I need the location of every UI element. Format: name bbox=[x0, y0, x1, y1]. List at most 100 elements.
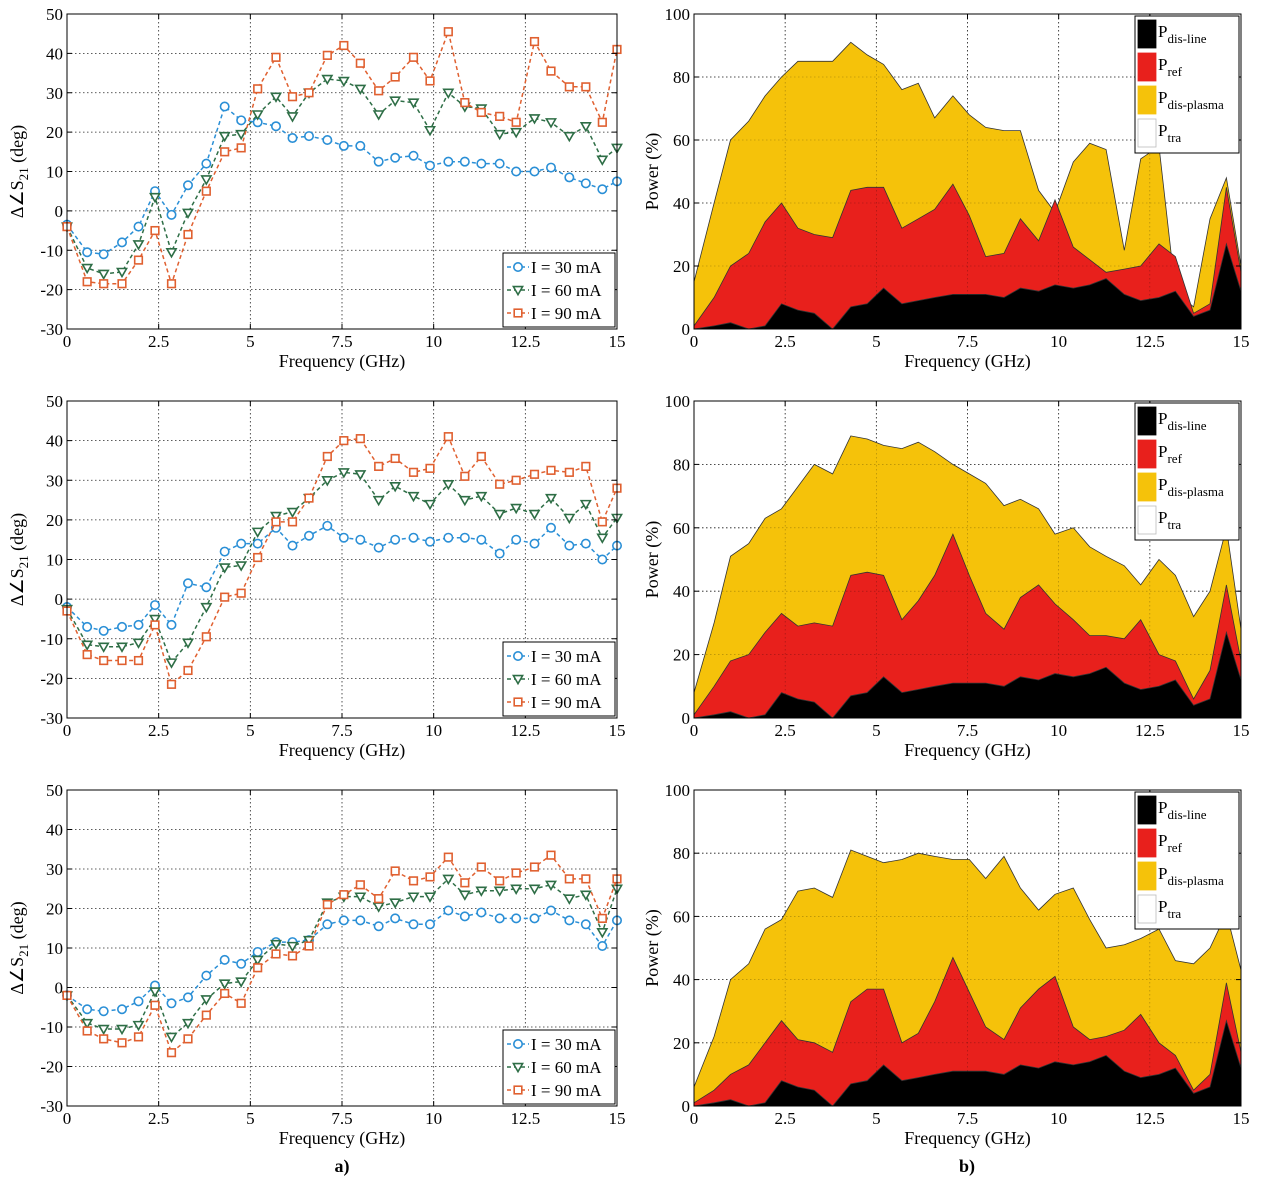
data-point bbox=[581, 82, 591, 92]
y-tick-label: 30 bbox=[46, 860, 63, 879]
data-point bbox=[149, 614, 161, 626]
data-point bbox=[408, 150, 419, 161]
data-point bbox=[511, 475, 521, 485]
data-point bbox=[597, 941, 608, 952]
data-point bbox=[133, 619, 144, 630]
data-point bbox=[182, 1018, 194, 1030]
data-point bbox=[408, 532, 419, 543]
data-point bbox=[458, 890, 471, 901]
data-point bbox=[529, 862, 540, 872]
x-tick-label: 2.5 bbox=[148, 721, 169, 740]
data-point bbox=[322, 919, 333, 930]
data-point bbox=[252, 538, 263, 549]
legend: I = 30 mA I = 60 mA I = 90 mA bbox=[502, 1029, 616, 1105]
legend-entry: Pref bbox=[1158, 831, 1183, 855]
data-point bbox=[304, 88, 314, 98]
data-point bbox=[529, 36, 540, 47]
data-point bbox=[149, 192, 161, 204]
legend-entry-sub: dis-plasma bbox=[1167, 484, 1224, 499]
x-tick-label: 7.5 bbox=[957, 332, 978, 351]
legend-entry-sub: dis-plasma bbox=[1167, 873, 1224, 888]
x-tick-label: 7.5 bbox=[957, 721, 978, 740]
x-tick-label: 0 bbox=[690, 721, 699, 740]
data-point bbox=[495, 876, 505, 886]
legend-entry-sub: tra bbox=[1167, 130, 1181, 145]
y-axis-label-main: Δ∠S bbox=[7, 180, 27, 218]
data-point bbox=[116, 1024, 128, 1036]
area-dis-line bbox=[693, 1019, 1242, 1107]
data-point bbox=[81, 1018, 94, 1030]
data-point bbox=[117, 1004, 128, 1015]
y-tick-label: 0 bbox=[55, 202, 64, 221]
data-point bbox=[459, 911, 470, 922]
x-tick-label: 0 bbox=[63, 1109, 72, 1128]
y-tick-label: 40 bbox=[673, 971, 690, 990]
data-point bbox=[287, 92, 298, 102]
data-point bbox=[219, 101, 230, 112]
data-point bbox=[459, 532, 470, 543]
data-point bbox=[251, 527, 264, 538]
y-tick-label: 40 bbox=[673, 194, 690, 213]
data-point bbox=[579, 122, 592, 133]
data-point bbox=[563, 894, 576, 905]
data-point bbox=[442, 874, 455, 886]
x-tick-label: 10 bbox=[425, 721, 442, 740]
data-point bbox=[373, 156, 384, 167]
data-point bbox=[322, 135, 333, 146]
data-point bbox=[82, 1026, 92, 1036]
x-tick-label: 15 bbox=[1233, 332, 1250, 351]
data-point bbox=[389, 481, 402, 493]
data-point bbox=[133, 1032, 144, 1042]
data-point bbox=[82, 621, 93, 632]
data-point bbox=[512, 674, 524, 686]
data-point bbox=[355, 58, 365, 68]
legend-entry-main: P bbox=[1158, 409, 1167, 428]
legend-entry-main: P bbox=[1158, 55, 1167, 74]
data-point bbox=[166, 619, 177, 630]
y-tick-label: 0 bbox=[682, 320, 691, 339]
y-tick-label: -20 bbox=[40, 669, 63, 688]
data-point bbox=[165, 248, 178, 259]
data-point bbox=[251, 955, 264, 967]
x-tick-label: 15 bbox=[1233, 1109, 1250, 1128]
data-point bbox=[303, 530, 314, 541]
data-point bbox=[338, 140, 349, 151]
data-point bbox=[286, 112, 299, 123]
panel-label-b: b) bbox=[959, 1156, 975, 1177]
data-point bbox=[564, 874, 574, 884]
legend-swatch bbox=[1137, 439, 1157, 469]
data-point bbox=[117, 621, 128, 632]
y-axis-label: Δ∠S21 (deg) bbox=[7, 125, 31, 218]
data-point bbox=[251, 110, 264, 121]
data-point bbox=[513, 697, 523, 707]
y-axis-label-unit: (deg) bbox=[7, 125, 28, 167]
data-point bbox=[494, 158, 505, 169]
legend-entry-sub: dis-plasma bbox=[1167, 97, 1224, 112]
data-point bbox=[545, 880, 557, 892]
data-point bbox=[150, 225, 160, 236]
data-point bbox=[407, 491, 420, 503]
data-point bbox=[495, 479, 505, 489]
x-tick-label: 12.5 bbox=[510, 721, 540, 740]
legend-entry: Pdis-line bbox=[1158, 798, 1207, 822]
data-point bbox=[564, 540, 575, 551]
data-point bbox=[117, 1038, 127, 1048]
data-point bbox=[546, 465, 556, 475]
legend-entry: Pref bbox=[1158, 442, 1183, 466]
data-point bbox=[374, 461, 384, 471]
y-tick-label: -10 bbox=[40, 630, 63, 649]
legend-entry: I = 30 mA bbox=[531, 258, 602, 277]
legend-swatch bbox=[1137, 894, 1157, 924]
x-tick-label: 2.5 bbox=[148, 1109, 169, 1128]
x-tick-label: 7.5 bbox=[331, 332, 352, 351]
data-point bbox=[425, 872, 435, 882]
data-point bbox=[235, 561, 248, 572]
data-point bbox=[564, 467, 574, 477]
data-point bbox=[596, 927, 609, 939]
y-tick-label: 80 bbox=[673, 68, 690, 87]
y-tick-label: 20 bbox=[46, 900, 63, 919]
legend-entry-sub: tra bbox=[1167, 517, 1181, 532]
data-point bbox=[218, 563, 231, 574]
y-tick-label: 0 bbox=[682, 709, 691, 728]
chart-a-3: 0 2.5 5 7.5 10 12.5 15 -30 -20 -10 0 10 20 30 40 50 Freq… bbox=[7, 781, 626, 1149]
